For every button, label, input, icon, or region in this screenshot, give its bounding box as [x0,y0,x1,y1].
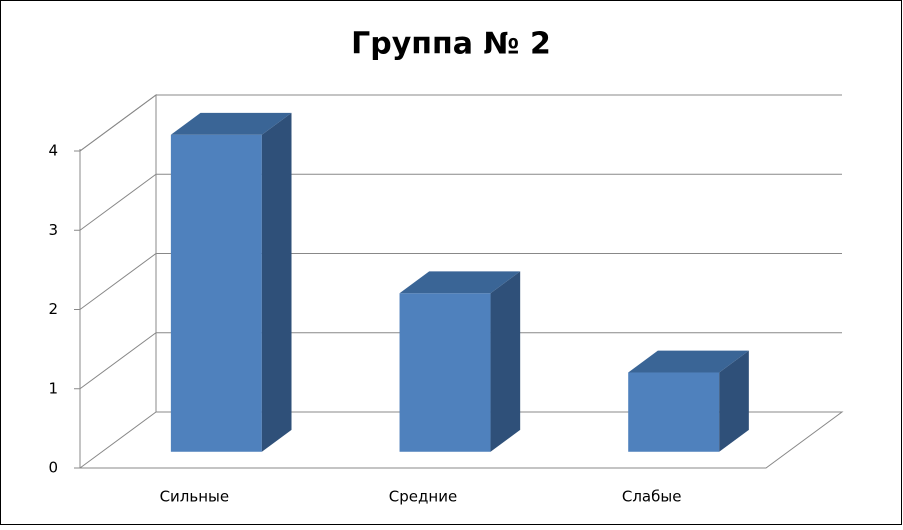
grid-line [79,94,842,152]
bar-front [170,134,262,452]
y-tick-label: 1 [48,379,58,397]
bar-side [261,112,292,452]
y-tick-label: 2 [48,300,58,318]
y-tick-label: 4 [48,142,58,160]
x-tick-label: Слабые [622,488,682,506]
x-tick-label: Сильные [160,488,230,506]
bar-top [399,271,521,294]
grid-line [79,411,842,469]
y-tick-label: 0 [48,459,58,477]
bar-top [170,112,292,135]
y-tick-label: 3 [48,221,58,239]
chart-title: Группа № 2 [351,27,551,62]
bar-side [719,350,749,452]
grid-line [79,173,842,231]
x-tick-label: Средние [389,488,457,506]
bar-side [490,271,521,452]
grid-line [79,332,842,390]
bar-front [628,372,720,452]
bar-front [399,293,491,452]
bar-top [628,350,749,373]
grid-line [79,253,842,310]
